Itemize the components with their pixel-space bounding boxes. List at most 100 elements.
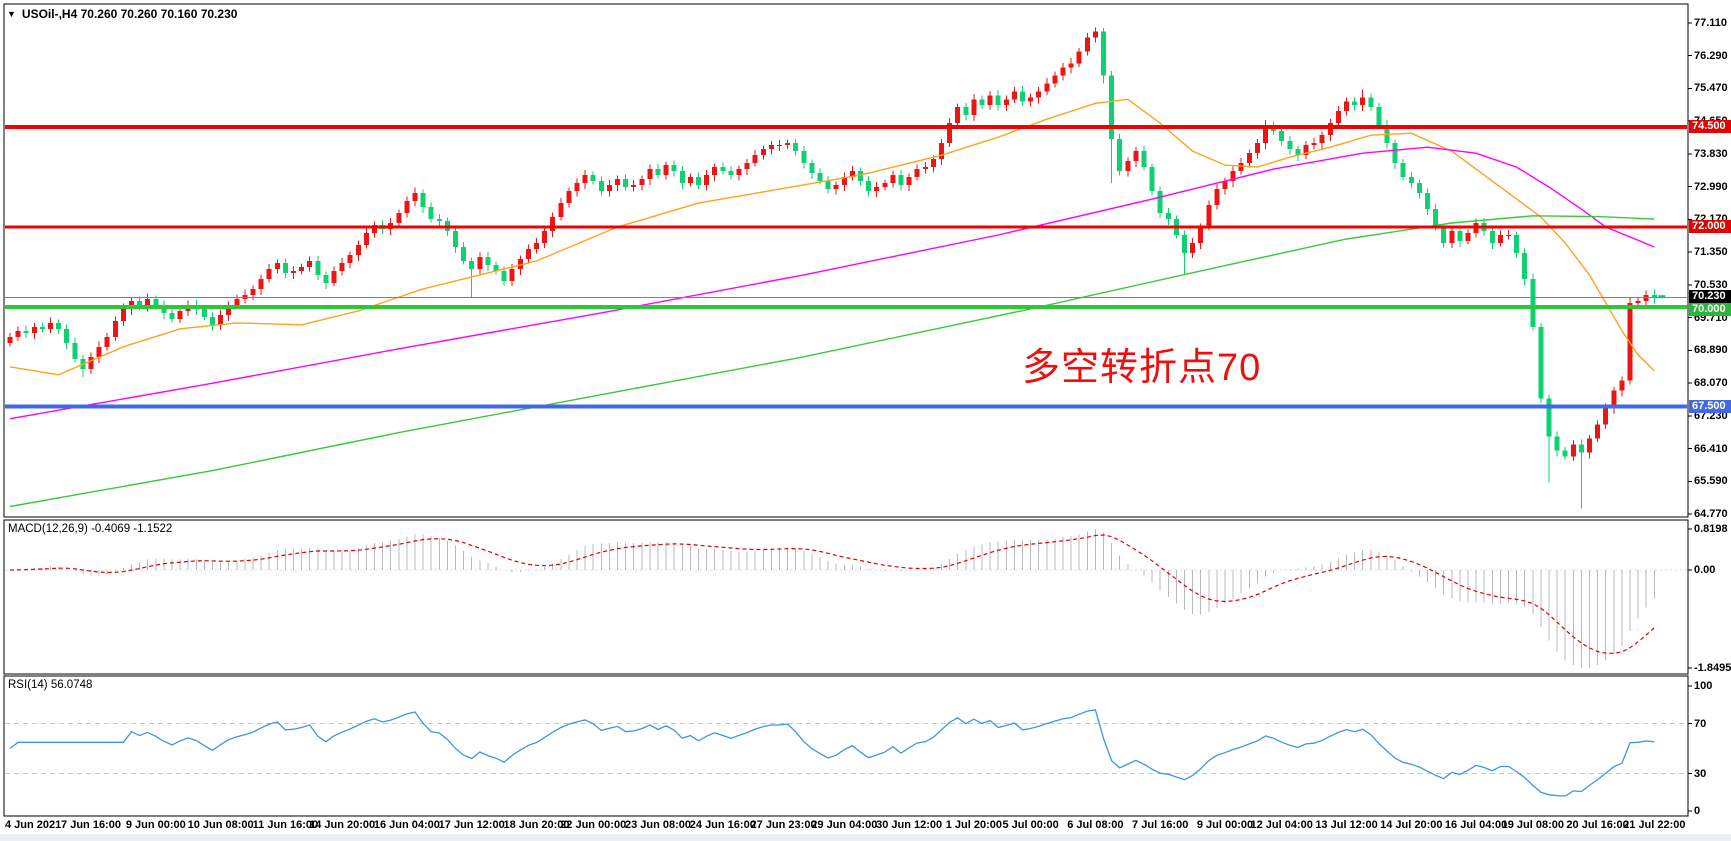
price-axis-label: 66.410 xyxy=(1694,442,1728,455)
time-axis-label: 22 Jun 00:00 xyxy=(560,819,627,831)
candle-body xyxy=(1076,51,1082,64)
candle-body xyxy=(72,342,78,359)
macd-panel-frame xyxy=(3,519,1689,675)
candle-body xyxy=(1441,227,1447,243)
candle-body xyxy=(987,95,993,106)
candle-body xyxy=(258,278,264,289)
candle-body xyxy=(1011,91,1017,100)
candle-body xyxy=(833,185,839,190)
candle-body xyxy=(1020,91,1025,102)
candle-body xyxy=(995,95,1001,106)
symbol-ohlc-text: USOil-,H4 70.260 70.260 70.160 70.230 xyxy=(21,7,238,21)
candle-body xyxy=(525,248,531,259)
candle-body xyxy=(1303,145,1309,156)
candle-body xyxy=(1084,37,1090,52)
price-axis-label: 77.110 xyxy=(1694,17,1728,29)
candle-body xyxy=(598,181,604,192)
candle-body xyxy=(1344,101,1349,112)
candle-body xyxy=(404,201,410,214)
candle-body xyxy=(542,231,548,243)
candle-body xyxy=(1546,398,1552,437)
candle-body xyxy=(453,231,458,247)
candle-body xyxy=(550,217,556,232)
candle-body xyxy=(874,187,880,192)
candle-body xyxy=(331,270,337,283)
macd-signal-line xyxy=(9,534,1655,654)
candle-body xyxy=(574,183,580,192)
candle-body xyxy=(898,175,904,186)
candle-body xyxy=(1149,167,1155,192)
price-axis-label: 75.470 xyxy=(1694,82,1728,95)
symbol-dropdown-icon[interactable]: ▼ xyxy=(7,8,16,19)
candle-body xyxy=(655,169,661,176)
candle-body xyxy=(218,314,224,325)
candle-body xyxy=(1651,294,1657,298)
time-axis-label: 10 Jun 08:00 xyxy=(187,819,254,831)
time-axis-label: 9 Jul 00:00 xyxy=(1196,819,1254,831)
candle-body xyxy=(801,151,807,164)
candle-body xyxy=(890,175,896,184)
candle-body xyxy=(1465,233,1471,242)
price-axis-label: 68.070 xyxy=(1694,377,1728,390)
candle-body xyxy=(841,177,847,186)
candle-body xyxy=(979,99,985,106)
candle-body xyxy=(1101,31,1106,76)
candle-body xyxy=(242,294,248,299)
candle-body xyxy=(1619,380,1625,391)
candle-body xyxy=(7,336,13,343)
candle-body xyxy=(1497,235,1503,243)
candle-body xyxy=(1311,143,1317,146)
candle-body xyxy=(15,330,21,337)
candle-body xyxy=(291,270,296,273)
rsi-plot-area xyxy=(5,709,1687,797)
candle-body xyxy=(744,163,750,170)
candle-body xyxy=(315,260,321,275)
macd-axis-label: -1.8495 xyxy=(1694,662,1731,675)
candle-body xyxy=(137,300,143,307)
fast-ma-orange-line xyxy=(9,98,1655,376)
candle-body xyxy=(1157,191,1163,214)
candle-body xyxy=(420,193,426,208)
candle-body xyxy=(299,266,305,271)
candle-body xyxy=(582,175,588,184)
candle-body xyxy=(1125,161,1131,172)
candle-body xyxy=(1392,143,1398,164)
candle-body xyxy=(947,123,953,144)
candle-body xyxy=(1400,163,1406,178)
candle-body xyxy=(1522,252,1528,279)
candle-body xyxy=(1165,213,1171,220)
time-axis-label: 21 Jul 22:00 xyxy=(1623,819,1686,831)
time-axis-label: 19 Jul 08:00 xyxy=(1501,819,1564,831)
candle-body xyxy=(712,167,718,176)
candle-body xyxy=(534,242,539,249)
candle-body xyxy=(347,254,353,263)
candle-body xyxy=(663,165,669,176)
candle-body xyxy=(501,270,507,281)
current-price-badge: 70.230 xyxy=(1689,290,1731,304)
candle-body xyxy=(1587,438,1592,453)
candle-body xyxy=(849,171,855,178)
candle-body xyxy=(1052,75,1058,84)
candle-body xyxy=(1578,444,1584,453)
candle-body xyxy=(1489,231,1495,243)
candle-body xyxy=(1287,141,1293,150)
time-axis-label: 12 Jul 04:00 xyxy=(1250,819,1313,831)
level-badge-74.500: 74.500 xyxy=(1689,120,1731,134)
price-axis-label: 65.590 xyxy=(1694,475,1728,488)
candle-body xyxy=(493,264,499,271)
symbol-bar[interactable]: ▼ USOil-,H4 70.260 70.260 70.160 70.230 xyxy=(7,7,237,21)
candle-body xyxy=(1068,63,1074,68)
price-axis-label: 68.890 xyxy=(1694,344,1728,357)
bottom-strip xyxy=(0,834,1731,841)
candle-body xyxy=(485,256,491,265)
time-axis-label: 5 Jul 00:00 xyxy=(1002,819,1059,831)
candle-body xyxy=(922,167,928,170)
candle-body xyxy=(1254,143,1260,154)
time-axis-label: 1 Jul 20:00 xyxy=(945,819,1003,831)
candle-body xyxy=(704,175,710,186)
candle-body xyxy=(120,308,126,321)
candle-body xyxy=(210,316,215,325)
candle-body xyxy=(177,310,183,319)
candle-body xyxy=(436,219,442,222)
